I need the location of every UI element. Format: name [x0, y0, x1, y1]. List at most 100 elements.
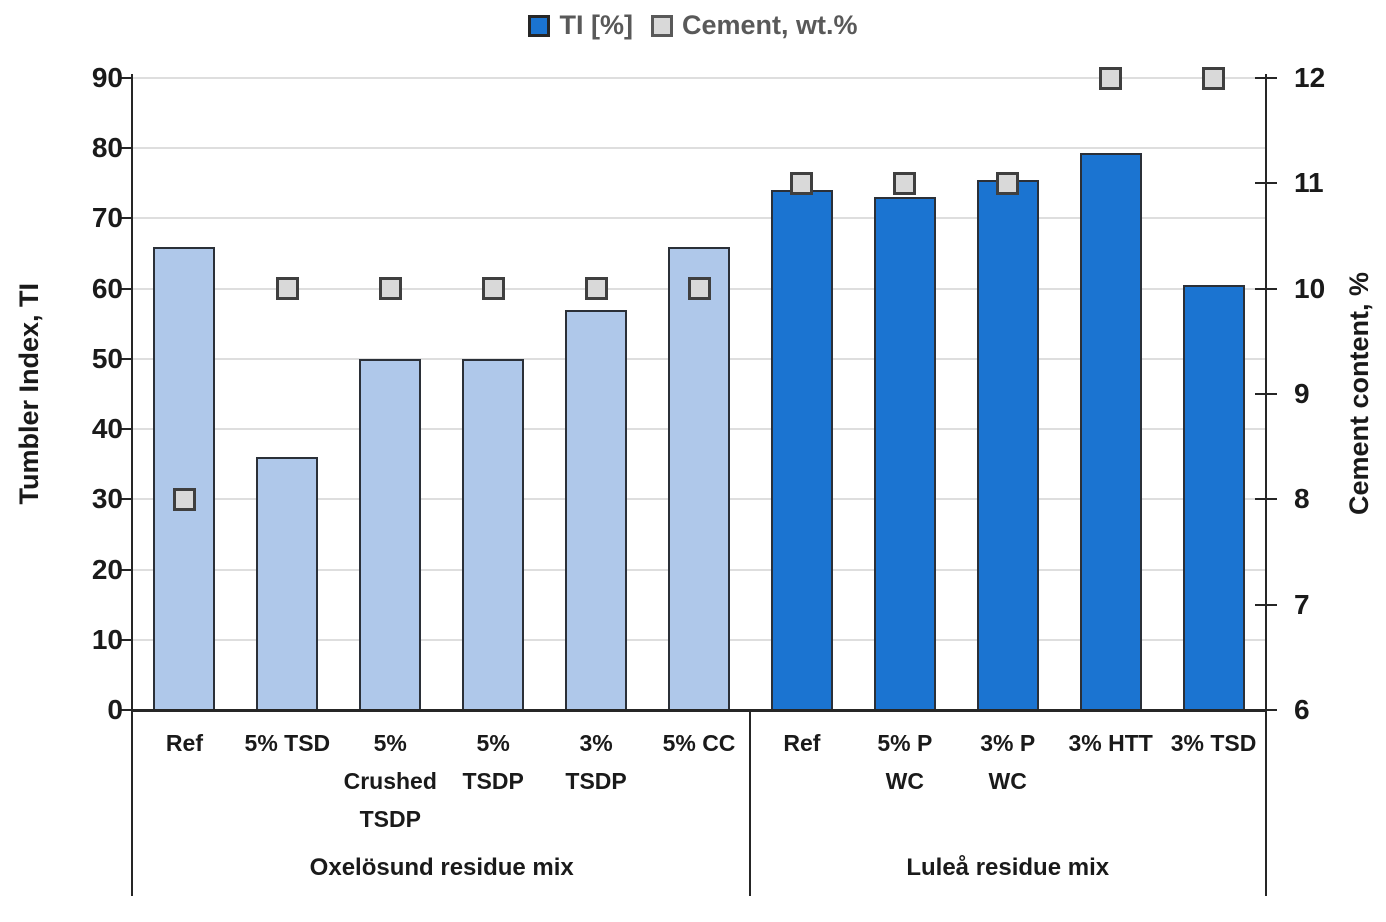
category-label-line: Ref — [783, 730, 821, 756]
left-axis-tick-label: 10 — [91, 623, 123, 655]
legend-item-cement: Cement, wt.% — [650, 10, 858, 41]
category-label-line: Ref — [165, 730, 203, 756]
ti-bar — [1079, 153, 1142, 710]
left-axis-tick-label: 60 — [91, 272, 123, 304]
legend-item-ti: TI [%] — [528, 10, 633, 41]
left-axis-line — [131, 74, 133, 896]
cement-marker — [996, 171, 1020, 195]
ti-bar — [256, 457, 319, 710]
left-axis-tick — [119, 568, 131, 571]
cement-marker — [1202, 66, 1226, 90]
category-label-line: 5% — [476, 730, 510, 756]
category-label-line: 5% CC — [662, 730, 736, 756]
right-axis-line — [1265, 74, 1267, 896]
ti-bar — [668, 246, 730, 710]
right-axis-tick — [1255, 77, 1277, 79]
group-label: Oxelösund residue mix — [309, 854, 574, 881]
ti-bar — [359, 358, 422, 710]
left-axis-tick-label: 30 — [91, 483, 123, 515]
ti-bar — [770, 190, 833, 710]
right-axis-tick-label: 12 — [1294, 62, 1326, 93]
left-axis-tick — [119, 638, 131, 641]
category-label: 3% HTT — [1054, 724, 1168, 762]
ti-bar — [153, 246, 216, 710]
cement-marker — [687, 277, 711, 301]
category-label: 5% TSDP — [436, 724, 550, 800]
left-axis-tick — [119, 709, 131, 711]
left-axis-tick-label: 20 — [91, 553, 123, 585]
category-label-line: 5% TSD — [244, 730, 331, 756]
category-label: 5% CC — [642, 724, 756, 762]
left-axis-tick — [119, 428, 131, 431]
legend-label-ti: TI [%] — [559, 10, 633, 40]
category-label-line: WC — [885, 768, 924, 794]
ti-bar — [565, 309, 628, 710]
right-axis-tick-label: 11 — [1294, 167, 1324, 199]
left-axis-tick-label: 90 — [91, 62, 123, 93]
category-label: 5% P WC — [848, 724, 962, 800]
right-axis-tick-label: 9 — [1294, 378, 1310, 409]
category-label: 3% TSDP — [539, 724, 653, 800]
right-axis-tick — [1255, 182, 1277, 185]
right-axis-tick-label: 10 — [1294, 272, 1326, 304]
group-divider — [749, 710, 752, 896]
cement-marker — [893, 171, 917, 195]
cement-series-swatch-icon — [650, 14, 673, 37]
ti-series-swatch-icon — [528, 14, 551, 37]
right-axis-tick-label: 6 — [1294, 694, 1310, 725]
category-label-line: 5% P — [877, 730, 933, 756]
ti-bar — [1182, 285, 1245, 710]
left-axis-tick — [119, 147, 131, 150]
left-axis-tick-label: 80 — [91, 132, 123, 164]
category-label: 3% P WC — [951, 724, 1065, 800]
ti-bar — [462, 358, 525, 710]
cement-marker — [172, 487, 196, 511]
category-label-line: TSDP — [565, 768, 627, 794]
left-axis-tick — [119, 77, 131, 79]
legend-label-cement: Cement, wt.% — [681, 10, 858, 40]
category-label: 3% TSD — [1157, 724, 1271, 762]
cement-marker — [275, 277, 299, 301]
right-axis-tick — [1255, 498, 1277, 501]
left-axis-tick-label: 50 — [91, 342, 123, 374]
left-axis-tick — [119, 498, 131, 501]
category-label-line: 3% — [579, 730, 613, 756]
chart-legend: TI [%] Cement, wt.% — [0, 10, 1386, 41]
category-label: Ref — [745, 724, 859, 762]
category-label-line: TSDP — [359, 806, 421, 832]
cement-marker — [584, 277, 608, 301]
left-axis-tick — [119, 287, 131, 290]
gridline — [133, 77, 1265, 79]
left-axis-tick — [119, 357, 131, 360]
right-axis-tick-label: 8 — [1294, 483, 1310, 515]
right-axis-tick — [1255, 287, 1277, 290]
category-label-line: 3% TSD — [1170, 730, 1257, 756]
category-label-line: WC — [988, 768, 1027, 794]
right-axis-tick-label: 7 — [1294, 588, 1310, 620]
cement-marker — [481, 277, 505, 301]
left-axis-title: Tumbler Index, TI — [13, 283, 44, 505]
cement-marker — [790, 171, 814, 195]
category-label-line: 5% — [373, 730, 407, 756]
right-axis-tick — [1255, 603, 1277, 606]
category-label-line: TSDP — [462, 768, 524, 794]
category-label: 5% TSD — [230, 724, 344, 762]
cement-marker — [1099, 66, 1123, 90]
gridline — [133, 217, 1265, 220]
right-axis-tick — [1255, 709, 1277, 711]
category-label-line: 3% HTT — [1068, 730, 1153, 756]
gridline — [133, 147, 1265, 150]
category-label-line: Crushed — [343, 768, 437, 794]
left-axis-tick-label: 40 — [91, 413, 123, 445]
x-axis-line — [131, 709, 1267, 712]
right-axis-tick — [1255, 393, 1277, 395]
left-axis-tick — [119, 217, 131, 220]
cement-marker — [378, 277, 402, 301]
group-label: Luleå residue mix — [906, 854, 1110, 881]
left-axis-tick-label: 0 — [107, 694, 123, 725]
category-label-line: 3% P — [980, 730, 1036, 756]
left-axis-tick-label: 70 — [91, 202, 123, 234]
category-label: 5% Crushed TSDP — [333, 724, 447, 838]
ti-bar — [976, 179, 1039, 710]
